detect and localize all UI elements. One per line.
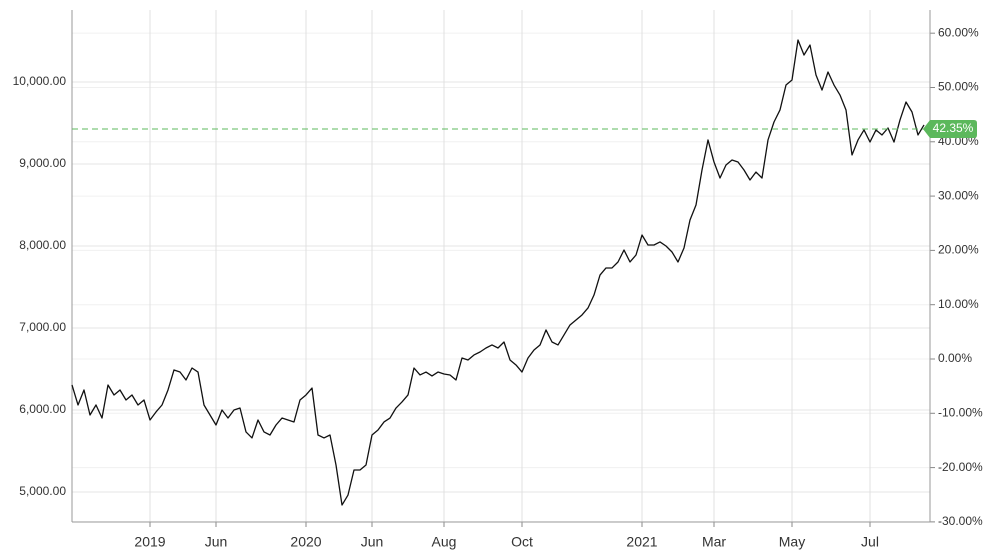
y-tick-label: 5,000.00: [19, 484, 66, 498]
y-tick-label: 8,000.00: [19, 238, 66, 252]
y2-tick-label: 20.00%: [938, 243, 979, 257]
y-tick-label: 10,000.00: [13, 74, 67, 88]
y2-tick-label: 10.00%: [938, 297, 979, 311]
x-tick-label: Oct: [511, 534, 533, 550]
x-tick-label: Jul: [861, 534, 879, 550]
x-tick-label: Jun: [361, 534, 384, 550]
y2-tick-label: 0.00%: [938, 351, 972, 365]
reference-label: 42.35%: [933, 121, 974, 135]
y2-tick-label: 60.00%: [938, 25, 979, 39]
x-tick-label: Jun: [205, 534, 228, 550]
x-tick-label: Aug: [432, 534, 457, 550]
y-tick-label: 7,000.00: [19, 320, 66, 334]
x-tick-label: 2021: [626, 534, 657, 550]
y2-tick-label: -30.00%: [938, 514, 983, 528]
x-tick-label: 2020: [290, 534, 321, 550]
y2-tick-label: 50.00%: [938, 80, 979, 94]
price-line: [71, 39, 925, 506]
y2-tick-label: -10.00%: [938, 405, 983, 419]
x-tick-label: May: [779, 534, 805, 550]
x-tick-label: 2019: [134, 534, 165, 550]
x-tick-label: Mar: [702, 534, 726, 550]
y2-tick-label: 30.00%: [938, 188, 979, 202]
y-tick-label: 6,000.00: [19, 402, 66, 416]
y-tick-label: 9,000.00: [19, 156, 66, 170]
reference-badge: [923, 120, 977, 139]
y2-tick-label: -20.00%: [938, 460, 983, 474]
